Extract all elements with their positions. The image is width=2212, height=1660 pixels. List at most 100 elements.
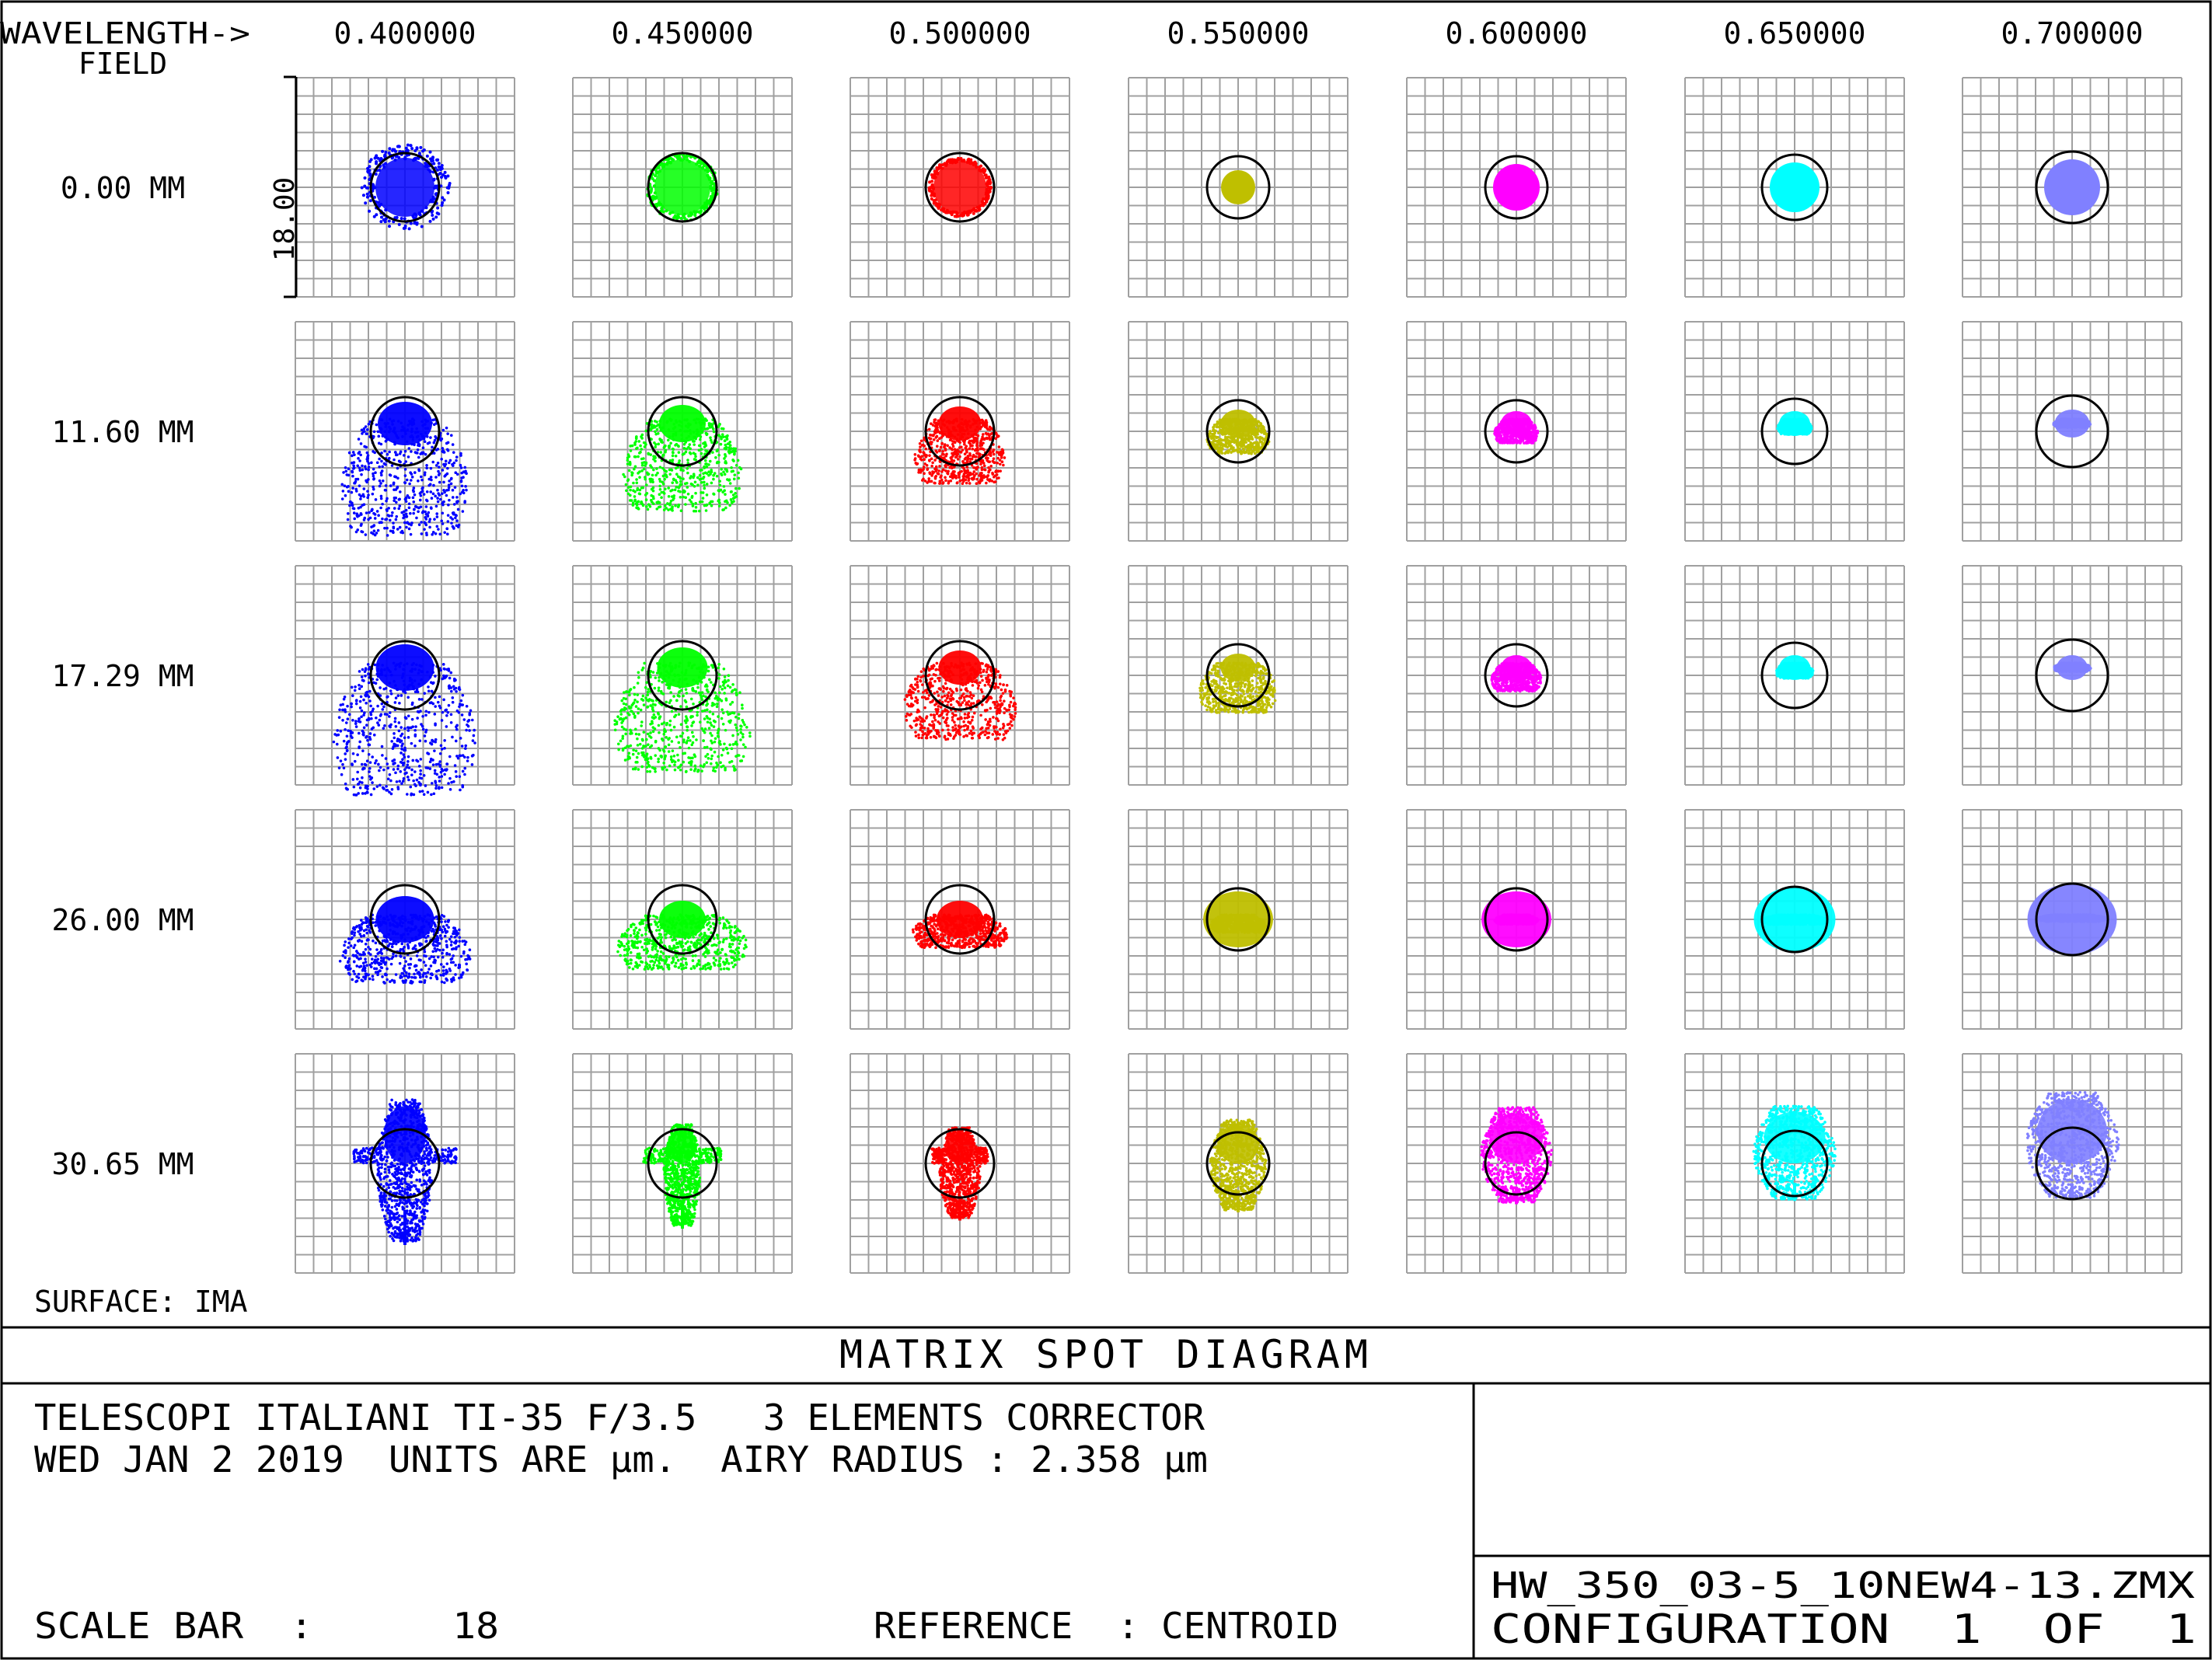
field-header-label: FIELD xyxy=(79,47,167,81)
airy-circle xyxy=(1205,399,1271,464)
airy-circle xyxy=(369,152,441,223)
airy-circle xyxy=(1205,155,1271,220)
spot-cell xyxy=(295,321,515,542)
spot-cell xyxy=(1962,1053,2182,1274)
grid-lines xyxy=(1406,1053,1627,1274)
spot-points xyxy=(911,901,1009,950)
spot-points xyxy=(930,1126,989,1221)
airy-circle xyxy=(924,152,996,223)
airy-circle xyxy=(1760,1129,1829,1198)
spot-cell xyxy=(572,77,793,298)
spot-cell xyxy=(1684,1053,1905,1274)
wavelength-label: 0.700000 xyxy=(2001,16,2143,51)
spot-points xyxy=(1480,1106,1554,1205)
spot-cell xyxy=(1406,1053,1627,1274)
airy-circle xyxy=(2035,1126,2109,1201)
spot-cell xyxy=(1406,321,1627,542)
spot-cell xyxy=(850,809,1070,1030)
airy-circle xyxy=(647,152,718,223)
airy-circle xyxy=(1760,153,1829,221)
spot-points xyxy=(332,644,476,797)
field-label: 0.00 MM xyxy=(61,171,185,205)
spot-cell xyxy=(1128,321,1348,542)
spot-points xyxy=(1205,410,1271,455)
spot-cell xyxy=(1684,321,1905,542)
spot-cell xyxy=(850,77,1070,298)
surface-label: SURFACE: IMA xyxy=(34,1285,248,1319)
spot-points xyxy=(2027,884,2117,955)
spot-cell xyxy=(850,321,1070,542)
wavelength-label: 0.500000 xyxy=(888,16,1031,51)
field-label: 30.65 MM xyxy=(51,1147,194,1181)
spot-points xyxy=(616,901,748,971)
spot-points xyxy=(927,156,993,218)
airy-circle xyxy=(2035,882,2109,957)
wavelength-label: 0.600000 xyxy=(1445,16,1587,51)
spot-cell xyxy=(1962,565,2182,786)
grid-lines xyxy=(1962,1053,2182,1274)
airy-circle xyxy=(647,396,718,467)
field-label: 26.00 MM xyxy=(51,903,194,937)
spot-points xyxy=(1493,164,1540,211)
grid-lines xyxy=(1684,1053,1905,1274)
diagram-title: MATRIX SPOT DIAGRAM xyxy=(839,1332,1373,1377)
airy-circle xyxy=(647,1128,718,1199)
spot-points xyxy=(1753,887,1836,952)
airy-circle xyxy=(369,884,441,955)
airy-circle xyxy=(647,640,718,711)
airy-circle xyxy=(369,640,441,711)
spot-points xyxy=(1203,891,1273,947)
spot-points xyxy=(1775,655,1815,680)
airy-circle xyxy=(2035,394,2109,469)
info-line-2: WED JAN 2 2019 UNITS ARE µm. AIRY RADIUS… xyxy=(34,1439,1208,1480)
spot-cell xyxy=(1406,77,1627,298)
spot-points xyxy=(1770,162,1819,212)
spot-cell xyxy=(295,1053,515,1274)
spot-cell xyxy=(850,1053,1070,1274)
spot-cell xyxy=(572,809,793,1030)
field-labels: 0.00 MM 11.60 MM 17.29 MM 26.00 MM 30.65 MM xyxy=(51,171,194,1181)
spot-points xyxy=(2044,159,2100,215)
airy-circle xyxy=(1205,1131,1271,1196)
spot-cell xyxy=(1406,565,1627,786)
wavelength-label: 0.400000 xyxy=(333,16,476,51)
airy-circle xyxy=(1205,643,1271,708)
spot-cell xyxy=(1962,809,2182,1030)
airy-circle xyxy=(647,884,718,955)
field-label: 17.29 MM xyxy=(51,659,194,693)
airy-circle xyxy=(1484,155,1549,220)
airy-circle xyxy=(1760,397,1829,466)
airy-circle xyxy=(1205,887,1271,952)
airy-circle xyxy=(369,1128,441,1199)
wavelength-labels: 0.400000 0.450000 0.500000 0.550000 0.600000… xyxy=(333,16,2143,51)
spot-points xyxy=(622,405,743,513)
configuration-label: CONFIGURATION 1 OF 1 xyxy=(1491,1606,2196,1653)
spot-grid xyxy=(295,77,2182,1274)
wavelength-header-label: WAVELENGTH-> xyxy=(0,16,250,51)
field-label: 11.60 MM xyxy=(51,415,194,449)
spot-cell xyxy=(1962,77,2182,298)
spot-cell xyxy=(1406,809,1627,1030)
spot-points xyxy=(1481,891,1551,947)
airy-circle xyxy=(1484,643,1549,708)
spot-points xyxy=(338,896,472,985)
spot-cell xyxy=(295,565,515,797)
info-line-1: TELESCOPI ITALIANI TI-35 F/3.5 3 ELEMENT… xyxy=(34,1397,1205,1439)
spot-points xyxy=(903,650,1017,741)
spot-cell xyxy=(1962,321,2182,542)
scale-bar-label: 18.00 xyxy=(269,177,301,261)
spot-points xyxy=(2052,410,2092,438)
spot-points xyxy=(646,152,719,223)
spot-points xyxy=(1752,1104,1837,1201)
reference-info: REFERENCE : CENTROID xyxy=(874,1605,1338,1647)
airy-circle xyxy=(2035,150,2109,225)
spot-cell xyxy=(572,565,793,786)
airy-circle xyxy=(1760,641,1829,710)
grid-lines xyxy=(1128,77,1348,298)
airy-circle xyxy=(924,640,996,711)
airy-circle xyxy=(924,396,996,467)
spot-cell xyxy=(1684,77,1905,298)
spot-points xyxy=(340,402,468,537)
